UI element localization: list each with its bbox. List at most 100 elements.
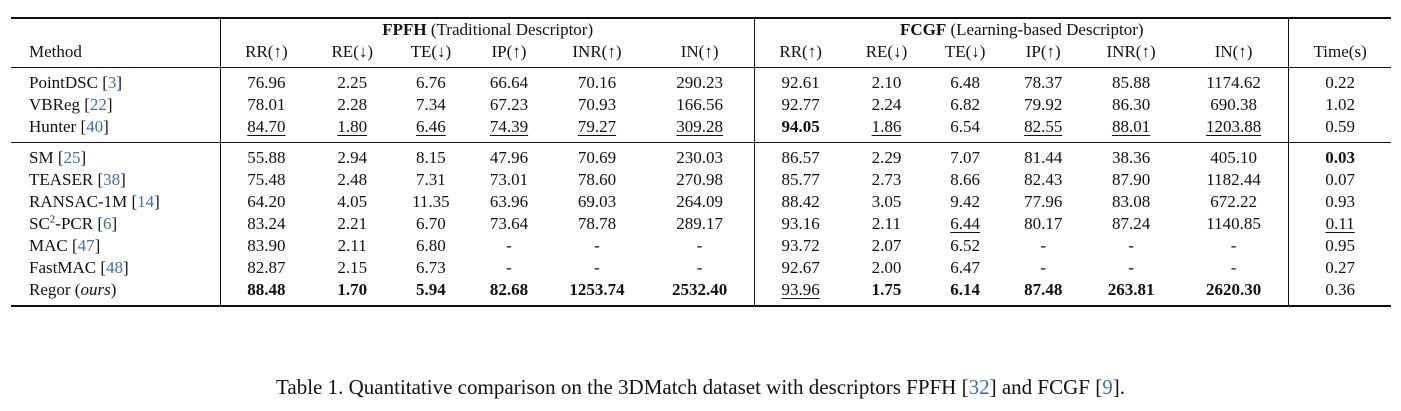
fcgf-value-cell: 2.00	[846, 257, 927, 279]
fcgf-value: 93.96	[781, 280, 820, 299]
fpfh-value-cell: 70.16	[549, 72, 645, 94]
fpfh-value: 309.28	[676, 117, 723, 136]
citation-link[interactable]: 48	[106, 258, 123, 277]
citation-link[interactable]: 40	[86, 117, 104, 136]
fpfh-metric-header-4: IP(↑)	[491, 42, 527, 61]
spacer-cell	[927, 301, 1004, 307]
fcgf-value-cell: 690.38	[1178, 94, 1290, 116]
fcgf-value-cell: 78.37	[1003, 72, 1083, 94]
fpfh-value-cell: 2.11	[312, 235, 393, 257]
fcgf-value-cell: 87.90	[1083, 169, 1179, 191]
fpfh-value-cell: 66.64	[469, 72, 549, 94]
time-value: 0.22	[1325, 73, 1355, 92]
metric-header-row: RR(↑) RE(↓) TE(↓) IP(↑) INR(↑) IN(↑) RR(↑) RE(↓…	[11, 41, 1391, 68]
fpfh-value-cell: 67.23	[469, 94, 549, 116]
fcgf-value: 1.86	[871, 117, 902, 136]
results-table: Method FPFH (Traditional Descriptor) FCG…	[11, 17, 1391, 307]
caption-cite-fcgf[interactable]: 9	[1102, 375, 1113, 399]
fpfh-value-cell: 270.98	[644, 169, 756, 191]
spacer-cell	[927, 67, 1004, 72]
time-value-cell: 0.93	[1289, 191, 1391, 213]
ours-note: ours	[80, 280, 111, 299]
caption-cite-fpfh[interactable]: 32	[968, 375, 990, 399]
method-cell: TEASER [38]	[11, 169, 222, 191]
fcgf-value: -	[1040, 258, 1047, 277]
fcgf-value-cell: 82.43	[1003, 169, 1083, 191]
fpfh-value-cell: 309.28	[644, 116, 756, 138]
fpfh-value-cell: 63.96	[469, 191, 549, 213]
fpfh-value-cell: 290.23	[644, 72, 756, 94]
citation-link[interactable]: 47	[77, 236, 95, 255]
spacer-cell	[11, 138, 222, 143]
fpfh-value: 66.64	[489, 73, 529, 92]
fcgf-value-cell: 1.86	[846, 116, 927, 138]
fcgf-value-cell: 9.42	[927, 191, 1003, 213]
fcgf-value: -	[1128, 258, 1134, 277]
fpfh-value-cell: 2532.40	[644, 279, 756, 301]
fcgf-value-cell: 80.17	[1003, 213, 1083, 235]
fpfh-metric-header-1: RR(↑)	[245, 42, 288, 61]
fcgf-value-cell: 6.48	[927, 72, 1003, 94]
method-name: Hunter	[29, 117, 77, 136]
spacer-cell	[548, 301, 645, 307]
fcgf-value-cell: 93.16	[755, 213, 846, 235]
citation-link[interactable]: 6	[103, 214, 112, 233]
fcgf-value: 2.29	[871, 148, 902, 167]
fpfh-value-cell: 88.48	[221, 279, 312, 301]
group-fpfh-name: FPFH	[382, 20, 427, 39]
method-header: Method	[11, 18, 222, 68]
spacer-cell	[1003, 301, 1084, 307]
fpfh-value: 6.80	[416, 236, 446, 255]
citation-link[interactable]: 38	[103, 170, 121, 189]
fcgf-value: 80.17	[1024, 214, 1063, 233]
spacer-cell	[845, 67, 927, 72]
fcgf-value: 1174.62	[1206, 73, 1261, 92]
fpfh-value-cell: 4.05	[312, 191, 393, 213]
fpfh-value: 2.94	[337, 148, 368, 167]
fpfh-value-cell: 2.25	[312, 72, 393, 94]
fcgf-value: 82.55	[1024, 117, 1063, 136]
fpfh-value-cell: 69.03	[549, 191, 645, 213]
fcgf-value: 38.36	[1111, 148, 1151, 167]
spacer-cell	[392, 142, 469, 147]
table-row: TEASER [38] 75.48 2.48 7.31 73.01 78.60 270.98…	[11, 169, 1391, 191]
fcgf-value-cell: 3.05	[846, 191, 927, 213]
spacer-cell	[845, 301, 927, 307]
fpfh-value: 11.35	[412, 192, 450, 211]
fpfh-value-cell: 47.96	[469, 147, 549, 169]
fcgf-value: 92.77	[781, 95, 820, 114]
citation-link[interactable]: 3	[107, 73, 117, 92]
fcgf-value-cell: 1174.62	[1178, 72, 1290, 94]
fcgf-value-cell: 86.30	[1083, 94, 1179, 116]
fpfh-value: 82.87	[247, 258, 286, 277]
table-caption: Table 1. Quantitative comparison on the …	[276, 375, 1125, 399]
results-body: PointDSC [3] 76.96 2.25 6.76 66.64 70.16 290.2…	[11, 67, 1391, 307]
spacer-cell	[11, 142, 222, 147]
fcgf-value: 8.66	[950, 170, 980, 189]
fcgf-value: 86.30	[1111, 95, 1151, 114]
time-value-cell: 1.02	[1289, 94, 1391, 116]
citation-link[interactable]: 22	[89, 95, 107, 114]
fpfh-value-cell: 74.39	[469, 116, 549, 138]
fcgf-value: 82.43	[1024, 170, 1063, 189]
fpfh-value-cell: 7.34	[393, 94, 469, 116]
fcgf-metric-header-4: IP(↑)	[1025, 42, 1061, 61]
fcgf-value: 9.42	[950, 192, 980, 211]
fpfh-value-cell: 73.01	[469, 169, 549, 191]
fcgf-value-cell: 92.67	[755, 257, 846, 279]
fcgf-value-cell: 1203.88	[1178, 116, 1290, 138]
citation-link[interactable]: 14	[137, 192, 155, 211]
fcgf-value-cell: 88.01	[1083, 116, 1179, 138]
method-name: PointDSC	[29, 73, 98, 92]
fcgf-value-cell: 263.81	[1083, 279, 1179, 301]
fpfh-value: 64.20	[247, 192, 286, 211]
fpfh-value-cell: 11.35	[393, 191, 469, 213]
fcgf-value: 2.73	[871, 170, 902, 189]
fcgf-value: 92.67	[781, 258, 820, 277]
fcgf-value-cell: 2.07	[846, 235, 927, 257]
fcgf-value-cell: 81.44	[1003, 147, 1083, 169]
fcgf-value-cell: 2.73	[846, 169, 927, 191]
citation-link[interactable]: 25	[63, 148, 81, 167]
fcgf-value-cell: 2.29	[846, 147, 927, 169]
fpfh-value: 6.70	[416, 214, 446, 233]
